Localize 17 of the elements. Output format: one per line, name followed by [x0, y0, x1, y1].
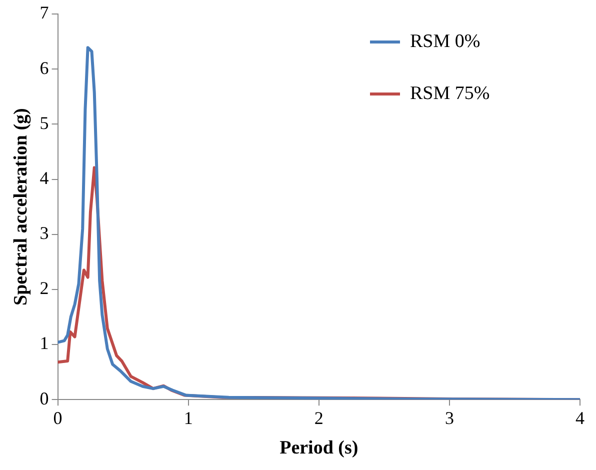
- x-axis-title: Period (s): [280, 438, 358, 459]
- legend-label: RSM 75%: [410, 82, 490, 104]
- y-tick-label: 6: [40, 58, 49, 78]
- x-tick-label: 4: [576, 408, 584, 428]
- y-tick-label: 0: [40, 388, 49, 408]
- y-tick-label: 5: [40, 112, 49, 133]
- y-tick-label: 1: [40, 333, 49, 354]
- x-tick-label: 1: [184, 408, 193, 428]
- y-axis-title: Spectral acceleration (g): [10, 108, 32, 306]
- x-tick-label: 0: [53, 408, 62, 428]
- x-tick-label: 3: [444, 408, 454, 428]
- x-tick-label: 2: [314, 408, 324, 428]
- y-tick-label: 2: [40, 278, 49, 298]
- y-tick-label: 3: [40, 223, 49, 244]
- y-tick-label: 4: [40, 168, 49, 188]
- legend-label: RSM 0%: [410, 30, 480, 52]
- y-tick-label: 7: [40, 2, 49, 23]
